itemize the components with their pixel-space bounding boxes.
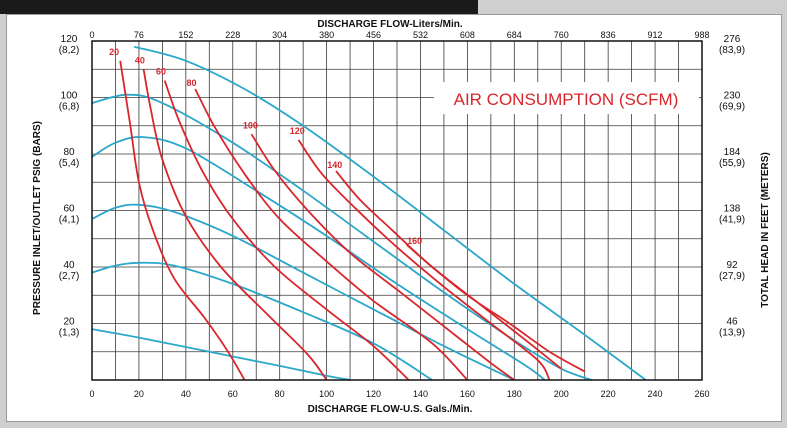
y-tick-label-psi: 100 xyxy=(61,91,78,102)
air-consumption-curve-60 xyxy=(163,80,410,381)
x-tick-label-top: 228 xyxy=(225,30,240,40)
air-curve-label-80: 80 xyxy=(187,78,197,88)
y-tick-label-psi: 80 xyxy=(63,147,75,158)
y-tick-label-meters: (41,9) xyxy=(719,215,745,226)
x-tick-label-bottom: 60 xyxy=(228,389,238,399)
air-curve-label-120: 120 xyxy=(290,126,305,136)
pressure-curve xyxy=(91,203,515,381)
x-tick-label-bottom: 260 xyxy=(694,389,709,399)
x-tick-label-top: 456 xyxy=(366,30,381,40)
right-axis-title: TOTAL HEAD IN FEET (METERS) xyxy=(760,152,771,308)
y-tick-label-feet: 184 xyxy=(724,147,741,158)
y-tick-label-psi: 60 xyxy=(63,204,75,215)
x-tick-label-bottom: 100 xyxy=(319,389,334,399)
y-tick-label-feet: 92 xyxy=(726,260,738,271)
x-tick-label-top: 0 xyxy=(89,30,94,40)
air-curve-label-60: 60 xyxy=(156,67,166,77)
y-tick-label-feet: 46 xyxy=(726,317,738,328)
x-tick-label-bottom: 20 xyxy=(134,389,144,399)
y-tick-label-meters: (13,9) xyxy=(719,328,745,339)
air-consumption-curve-80 xyxy=(194,88,469,381)
annotation-box xyxy=(434,82,699,114)
air-curve-label-140: 140 xyxy=(327,160,342,170)
axis-ticks: 0 20 40 60 80 100 120 140 160 180 200 220 240 260 0 76 1… xyxy=(59,30,745,399)
pressure-curve xyxy=(91,93,593,381)
y-tick-label-bar: (4,1) xyxy=(59,215,80,226)
y-tick-label-bar: (8,2) xyxy=(59,45,80,56)
y-tick-label-bar: (5,4) xyxy=(59,158,80,169)
x-tick-label-top: 152 xyxy=(178,30,193,40)
left-axis-title: PRESSURE INLET/OUTLET PSIG (BARS) xyxy=(32,121,43,315)
pressure-curve xyxy=(91,261,433,381)
x-tick-label-top: 684 xyxy=(507,30,522,40)
x-tick-label-top: 760 xyxy=(554,30,569,40)
y-tick-label-feet: 230 xyxy=(724,91,741,102)
bottom-axis-title: DISCHARGE FLOW-U.S. Gals./Min. xyxy=(308,404,473,415)
y-tick-label-feet: 276 xyxy=(724,34,741,45)
x-tick-label-top: 912 xyxy=(648,30,663,40)
air-consumption-curves: 20 40 60 80 100 120 140 160 xyxy=(109,47,586,381)
y-tick-label-meters: (69,9) xyxy=(719,102,745,113)
y-tick-label-psi: 20 xyxy=(63,317,75,328)
x-tick-label-top: 76 xyxy=(134,30,144,40)
x-tick-label-bottom: 140 xyxy=(413,389,428,399)
air-curve-label-20: 20 xyxy=(109,47,119,57)
pressure-curve xyxy=(91,136,546,381)
x-tick-label-bottom: 80 xyxy=(275,389,285,399)
air-consumption-annotation: AIR CONSUMPTION (SCFM) xyxy=(454,90,679,109)
x-tick-label-bottom: 0 xyxy=(89,389,94,399)
x-tick-label-top: 532 xyxy=(413,30,428,40)
y-tick-label-psi: 120 xyxy=(61,34,78,45)
y-tick-label-bar: (2,7) xyxy=(59,271,80,282)
x-tick-label-top: 608 xyxy=(460,30,475,40)
air-consumption-curve-160 xyxy=(405,243,586,373)
x-tick-label-top: 836 xyxy=(601,30,616,40)
air-consumption-curve-120 xyxy=(297,139,551,381)
x-tick-label-bottom: 120 xyxy=(366,389,381,399)
x-tick-label-top: 988 xyxy=(694,30,709,40)
y-tick-label-meters: (27,9) xyxy=(719,271,745,282)
air-curve-label-160: 160 xyxy=(407,236,422,246)
y-tick-label-bar: (6,8) xyxy=(59,102,80,113)
pressure-curve xyxy=(91,328,351,381)
top-black-bar xyxy=(0,0,478,14)
x-tick-label-bottom: 200 xyxy=(554,389,569,399)
y-tick-label-psi: 40 xyxy=(63,260,75,271)
air-consumption-curve-100 xyxy=(250,133,515,381)
x-tick-label-top: 304 xyxy=(272,30,287,40)
x-tick-label-bottom: 180 xyxy=(507,389,522,399)
plot-border xyxy=(91,40,703,381)
y-tick-label-meters: (83,9) xyxy=(719,45,745,56)
y-tick-label-feet: 138 xyxy=(724,204,741,215)
x-tick-label-bottom: 240 xyxy=(648,389,663,399)
air-curve-label-100: 100 xyxy=(243,120,258,130)
x-tick-label-bottom: 160 xyxy=(460,389,475,399)
pressure-curve xyxy=(133,45,647,381)
pressure-curves xyxy=(91,45,647,381)
x-tick-label-bottom: 40 xyxy=(181,389,191,399)
plot-frame xyxy=(91,40,703,381)
air-consumption-curve-20 xyxy=(119,60,246,381)
x-tick-label-top: 380 xyxy=(319,30,334,40)
air-curve-label-40: 40 xyxy=(135,55,145,65)
y-tick-label-bar: (1,3) xyxy=(59,328,80,339)
y-tick-label-meters: (55,9) xyxy=(719,158,745,169)
air-consumption-curve-40 xyxy=(142,69,328,381)
x-tick-label-bottom: 220 xyxy=(601,389,616,399)
top-axis-title: DISCHARGE FLOW-Liters/Min. xyxy=(317,19,463,30)
